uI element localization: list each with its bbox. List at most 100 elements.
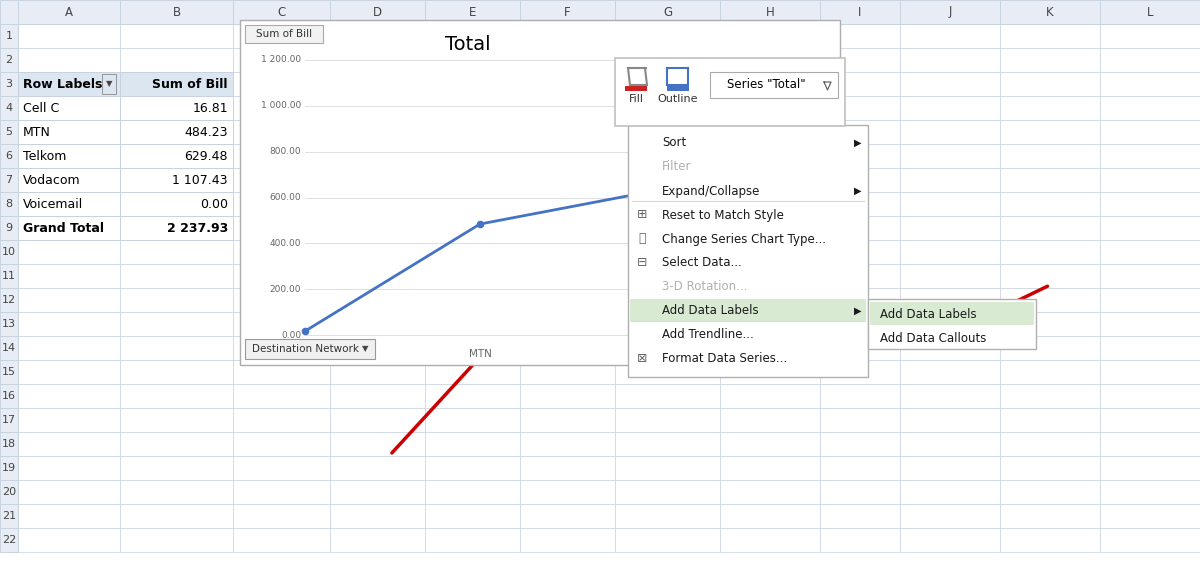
Bar [425,48,520,72]
Bar [425,456,520,480]
Bar [0,528,18,552]
Bar [120,144,233,168]
Bar [1100,96,1200,120]
Text: D: D [373,6,382,19]
Bar [616,216,720,240]
Text: Add Data Labels: Add Data Labels [880,307,977,320]
Bar [18,0,120,24]
Text: Add Data Labels: Add Data Labels [662,305,758,318]
Bar [520,408,616,432]
Bar [820,120,900,144]
Bar [245,25,323,43]
Bar [18,192,120,216]
Bar [18,168,120,192]
Point [470,220,490,229]
Bar [720,0,820,24]
Bar [120,288,233,312]
Bar [820,72,900,96]
Text: 19: 19 [2,463,16,473]
Text: 3: 3 [6,79,12,89]
Bar [0,480,18,504]
Bar [1000,240,1100,264]
Bar [425,120,520,144]
Text: 5: 5 [6,127,12,137]
Bar [1000,528,1100,552]
Text: Reset to Match Style: Reset to Match Style [662,208,784,221]
Bar [1000,384,1100,408]
Bar [1000,288,1100,312]
Bar [616,384,720,408]
Text: Vodaco...: Vodaco... [806,349,854,359]
Bar [820,480,900,504]
Bar [233,0,330,24]
Bar [0,24,18,48]
Text: Add Trendline...: Add Trendline... [662,328,754,341]
Bar [616,360,720,384]
Bar [120,528,233,552]
Text: C: C [277,6,286,19]
Text: Cell C: Cell C [290,349,320,359]
Bar [520,504,616,528]
Bar [1000,264,1100,288]
Bar [233,384,330,408]
Bar [233,144,330,168]
Text: MTN: MTN [468,349,492,359]
Bar [1100,480,1200,504]
Bar [233,192,330,216]
Bar [625,86,647,91]
Bar [820,192,900,216]
Bar [1000,48,1100,72]
Bar [330,264,425,288]
Bar [520,264,616,288]
Text: 16: 16 [2,391,16,401]
Bar [425,96,520,120]
Point [295,327,314,336]
Bar [233,72,330,96]
Bar [425,240,520,264]
Bar [900,432,1000,456]
Text: ▶: ▶ [854,186,862,196]
Bar [0,456,18,480]
Bar [1100,360,1200,384]
Bar [233,312,330,336]
Text: F: F [564,6,571,19]
Bar [520,144,616,168]
Bar [820,216,900,240]
Bar [18,120,120,144]
Bar [120,24,233,48]
Bar [820,48,900,72]
Text: 14: 14 [2,343,16,353]
Bar [18,360,120,384]
Bar [18,96,120,120]
Bar [616,336,720,360]
Bar [900,456,1000,480]
Text: Fill: Fill [629,94,643,104]
Bar [425,288,520,312]
Bar [233,168,330,192]
Bar [1000,408,1100,432]
Text: J: J [948,6,952,19]
Bar [233,504,330,528]
Bar [820,384,900,408]
Bar [616,0,720,24]
Bar [900,264,1000,288]
Bar [18,312,120,336]
Bar [120,504,233,528]
Bar [720,168,820,192]
Bar [900,144,1000,168]
Bar [520,24,616,48]
Bar [1000,360,1100,384]
Text: 0.00: 0.00 [281,331,301,340]
Text: ⊟: ⊟ [637,257,647,270]
Bar [425,336,520,360]
Bar [120,168,233,192]
Text: G: G [662,6,672,19]
Bar [520,336,616,360]
Bar [330,144,425,168]
Text: 1 107.43: 1 107.43 [173,173,228,186]
Bar [520,216,616,240]
Bar [520,456,616,480]
Bar [1100,24,1200,48]
Bar [240,20,840,365]
Bar [616,240,720,264]
